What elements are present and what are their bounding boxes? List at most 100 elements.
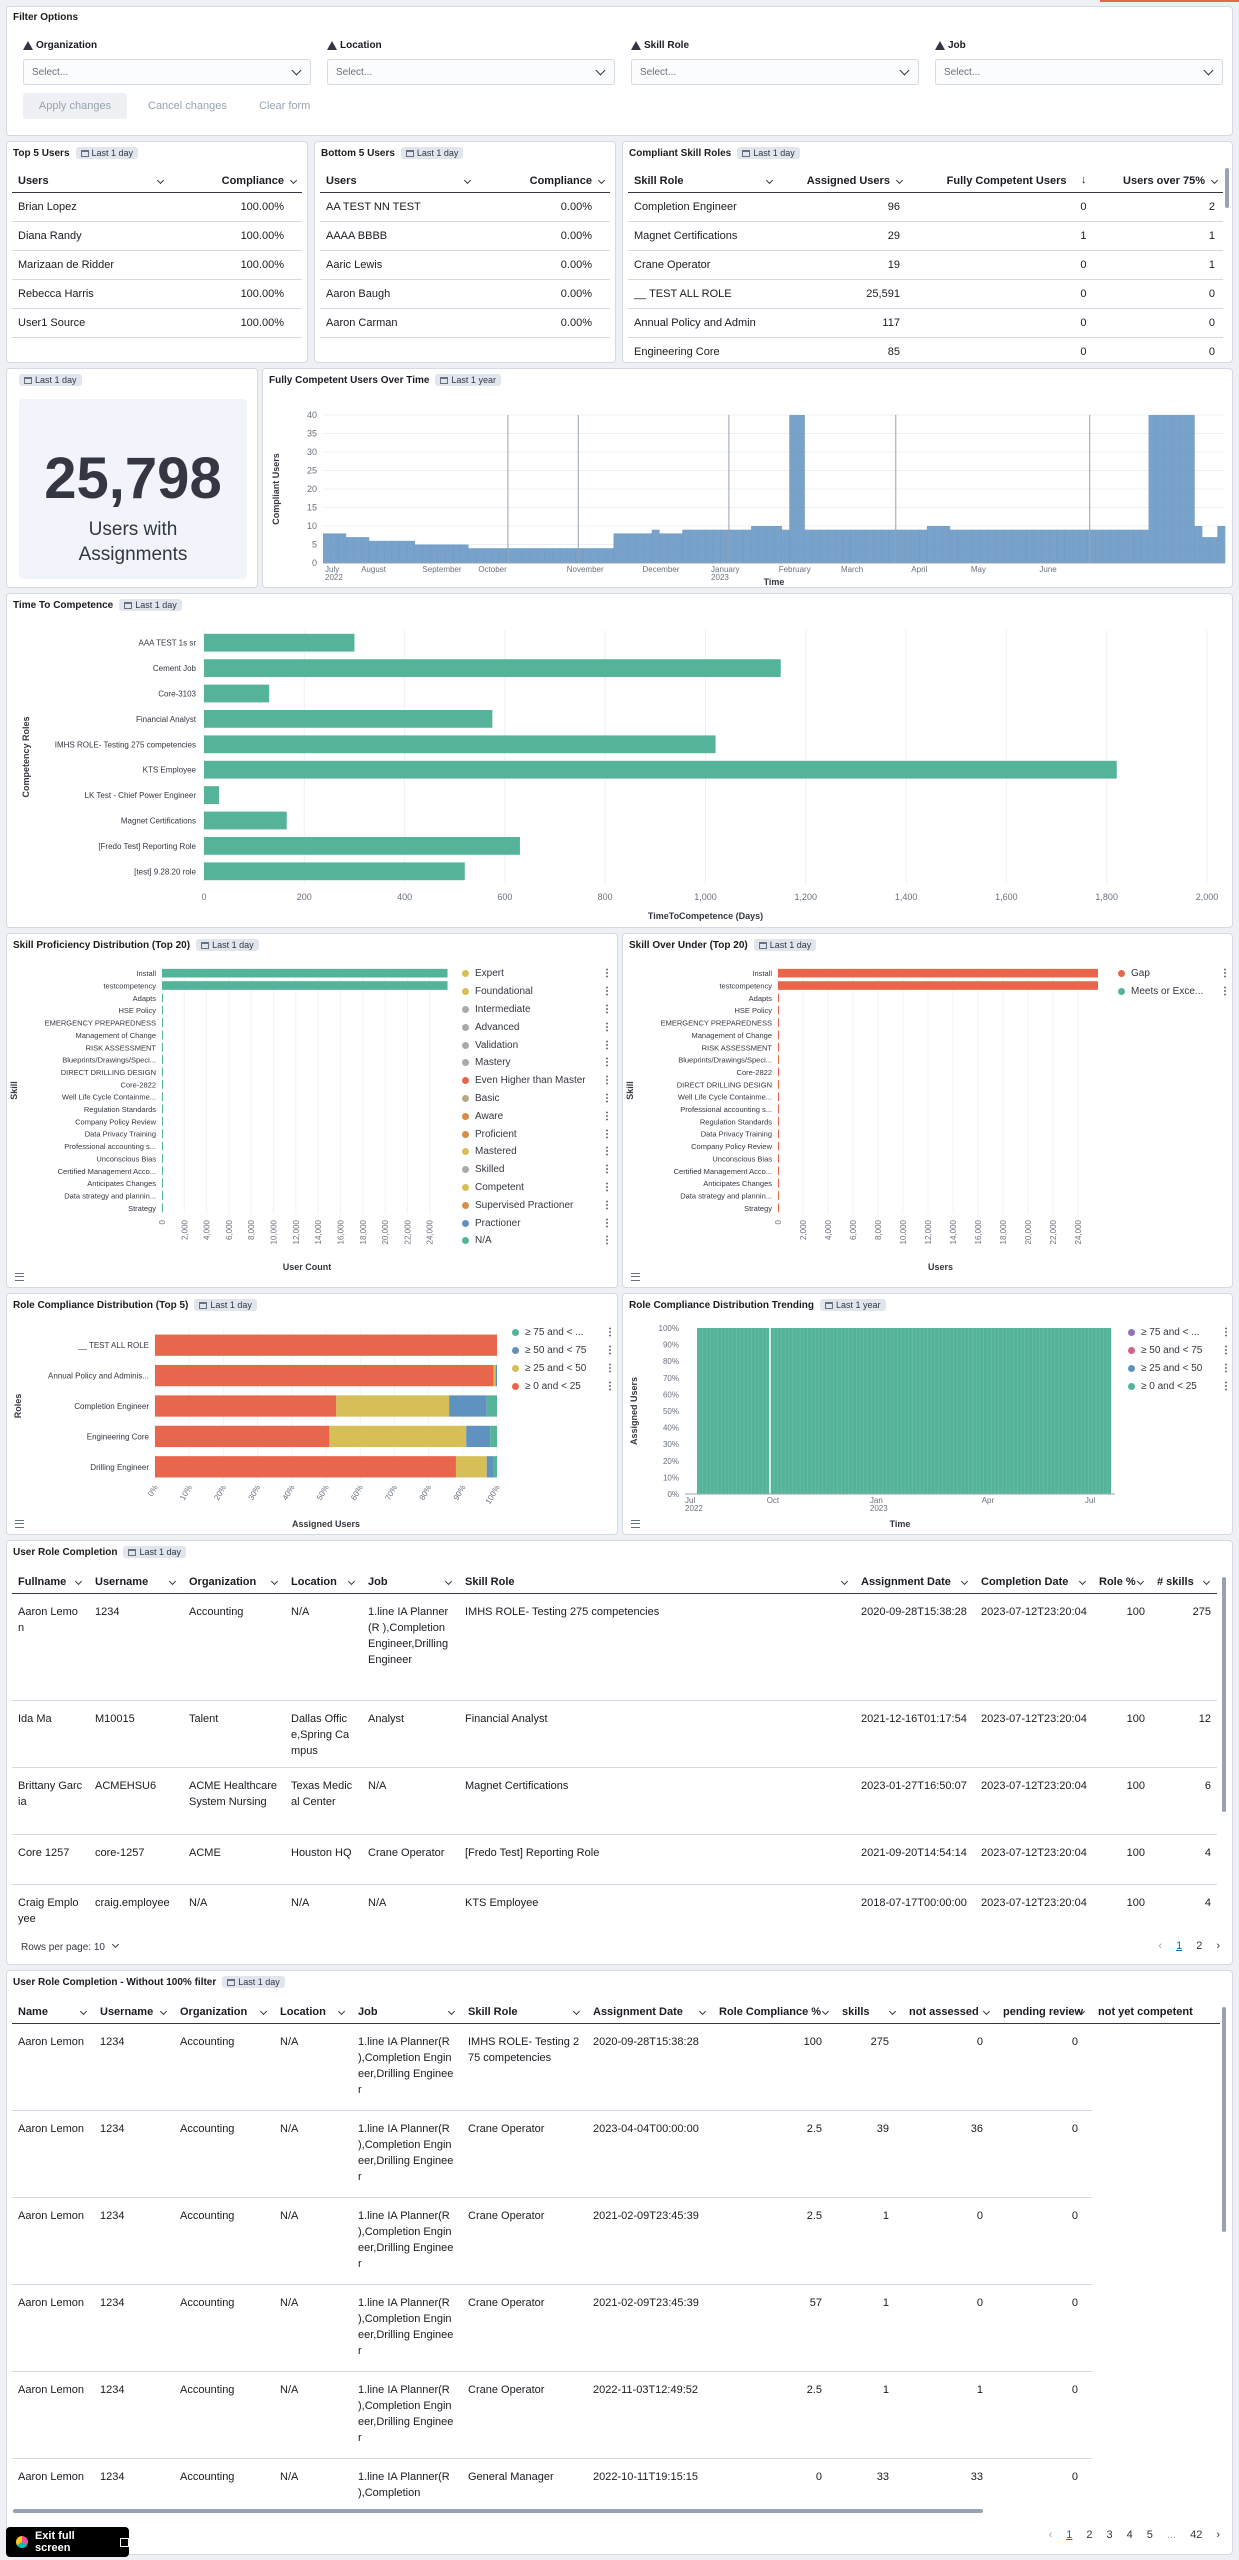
bar[interactable] [980,529,989,563]
bar-segment[interactable] [493,1364,496,1387]
more-options-icon[interactable]: ⋮ [605,1345,615,1357]
bar[interactable] [204,710,493,728]
bar-segment[interactable] [486,1395,497,1417]
legend-item[interactable]: Competent ⋮ [462,1179,612,1197]
bar[interactable] [582,548,591,563]
column-header[interactable]: Fullname [12,1571,89,1594]
bar[interactable] [162,1178,163,1188]
bar[interactable] [926,526,935,563]
column-header[interactable]: skills [836,2001,903,2024]
bar[interactable] [865,529,874,563]
bar[interactable] [345,537,354,563]
bar[interactable] [204,684,270,703]
column-header[interactable]: Skill Role [462,2001,587,2024]
more-options-icon[interactable]: ⋮ [602,1003,612,1015]
bar[interactable] [506,548,515,563]
bar[interactable] [842,529,851,563]
bar[interactable] [353,537,362,563]
bar[interactable] [162,968,448,978]
bar[interactable] [1148,415,1157,563]
bar[interactable] [1041,529,1050,563]
prev-page-icon[interactable]: ‹ [1158,1940,1163,1952]
bar[interactable] [537,548,545,563]
bar[interactable] [1049,529,1058,563]
next-page-icon[interactable]: › [1216,1940,1220,1952]
legend-item[interactable]: Basic ⋮ [462,1090,612,1108]
bar[interactable] [162,1166,163,1176]
bar[interactable] [1087,529,1096,563]
legend-item[interactable]: ≥ 75 and < ... ⋮ [512,1324,615,1342]
legend-item[interactable]: ≥ 50 and < 75 ⋮ [1128,1342,1231,1360]
skill-role-select[interactable]: Select... [631,59,919,85]
bar[interactable] [988,529,996,563]
bar[interactable] [743,529,752,563]
legend-item[interactable]: Foundational ⋮ [462,983,612,1001]
bar[interactable] [728,529,737,563]
more-options-icon[interactable]: ⋮ [602,1092,612,1104]
bar[interactable] [778,1141,779,1151]
bar[interactable] [628,533,637,563]
bar[interactable] [858,529,867,563]
bar[interactable] [751,526,760,563]
page-link[interactable]: 4 [1126,2529,1133,2541]
bar[interactable] [598,548,607,563]
bar[interactable] [778,1104,779,1114]
legend-item[interactable]: Skilled ⋮ [462,1161,612,1179]
column-header[interactable]: Username [94,2001,174,2024]
legend-item[interactable]: Even Higher than Master ⋮ [462,1072,612,1090]
bar[interactable] [812,529,821,563]
apply-changes-button[interactable]: Apply changes [23,93,127,119]
more-options-icon[interactable]: ⋮ [602,1164,612,1176]
bar[interactable] [689,529,698,563]
more-options-icon[interactable]: ⋮ [605,1362,615,1374]
bar[interactable] [789,415,798,563]
time-badge[interactable]: Last 1 day [75,147,139,159]
time-badge[interactable]: Last 1 year [435,374,501,386]
legend-item[interactable]: ≥ 0 and < 25 ⋮ [512,1377,615,1395]
column-header[interactable]: Fully Competent Users ↓ [907,170,1095,193]
column-header[interactable]: Location [285,1571,362,1594]
column-header[interactable]: Name [12,2001,94,2024]
bar[interactable] [995,529,1004,563]
bar[interactable] [391,540,400,563]
more-options-icon[interactable]: ⋮ [602,1110,612,1122]
column-header[interactable]: Assignment Date [587,2001,713,2024]
bar[interactable] [338,533,347,563]
rows-per-page-select[interactable]: Rows per page: 10 [21,1940,119,1953]
bar-segment[interactable] [329,1425,467,1448]
bar[interactable] [1102,529,1111,563]
bar[interactable] [491,548,500,563]
legend-item[interactable]: Meets or Exce... ⋮ [1118,983,1230,1001]
job-select[interactable]: Select... [935,59,1223,85]
bar[interactable] [407,540,416,563]
column-header[interactable]: Skill Role [628,170,778,193]
bar[interactable] [965,529,974,563]
bar[interactable] [498,548,507,563]
bar[interactable] [778,1117,779,1126]
bar[interactable] [613,533,622,563]
bar[interactable] [957,529,966,563]
horizontal-scrollbar[interactable] [13,2509,983,2513]
column-header[interactable]: not yet competent [1092,2001,1220,2024]
more-options-icon[interactable]: ⋮ [602,1217,612,1229]
bar-segment[interactable] [155,1425,330,1448]
time-badge[interactable]: Last 1 day [400,147,464,159]
time-badge[interactable]: Last 1 day [123,1546,186,1558]
exit-full-screen-button[interactable]: Exit full screen [6,2527,129,2557]
more-options-icon[interactable]: ⋮ [602,1128,612,1140]
legend-toggle-icon[interactable] [15,1273,24,1281]
more-options-icon[interactable]: ⋮ [1221,1345,1231,1357]
bar[interactable] [1186,415,1195,563]
bar[interactable] [1026,529,1035,563]
bar[interactable] [514,548,523,563]
bar[interactable] [644,533,652,563]
bar[interactable] [1156,415,1165,563]
bar[interactable] [674,533,683,563]
bar[interactable] [162,993,163,1003]
bar[interactable] [162,1005,163,1015]
vertical-scrollbar[interactable] [1222,2007,1226,2232]
bar[interactable] [162,1092,163,1101]
bar[interactable] [850,529,859,563]
more-options-icon[interactable]: ⋮ [605,1380,615,1392]
column-header[interactable]: Users [12,170,174,193]
